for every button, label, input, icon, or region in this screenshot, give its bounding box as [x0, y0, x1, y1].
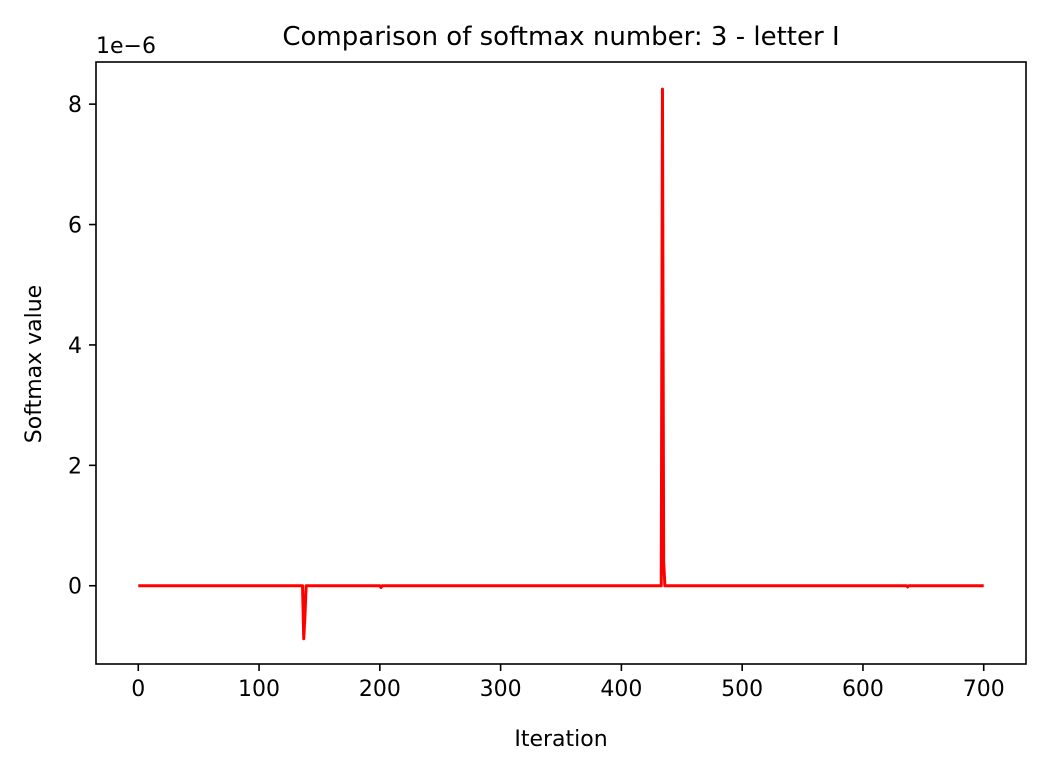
x-tick-label: 300: [480, 677, 522, 702]
x-tick-label: 200: [359, 677, 401, 702]
y-axis-ticks: 0 2 4 6 8: [68, 93, 96, 600]
x-axis-label: Iteration: [514, 727, 607, 752]
chart-title: Comparison of softmax number: 3 - letter…: [282, 22, 839, 52]
y-tick-label: 0: [68, 575, 82, 600]
x-axis-ticks: 0 100 200 300 400 500 600 700: [131, 664, 1005, 702]
x-tick-label: 600: [842, 677, 884, 702]
y-axis-label: Softmax value: [22, 285, 47, 443]
x-tick-label: 700: [963, 677, 1005, 702]
x-tick-label: 500: [721, 677, 763, 702]
y-tick-label: 2: [68, 454, 82, 479]
series-line-0: [138, 87, 984, 641]
axes-frame: [95, 61, 1027, 665]
x-tick-label: 400: [600, 677, 642, 702]
x-tick-label: 100: [238, 677, 280, 702]
plot-content: [138, 87, 984, 641]
y-axis-offset-label: 1e−6: [96, 34, 156, 59]
x-tick-label: 0: [131, 677, 145, 702]
y-tick-label: 6: [68, 214, 82, 239]
y-tick-label: 4: [68, 334, 82, 359]
y-tick-label: 8: [68, 93, 82, 118]
